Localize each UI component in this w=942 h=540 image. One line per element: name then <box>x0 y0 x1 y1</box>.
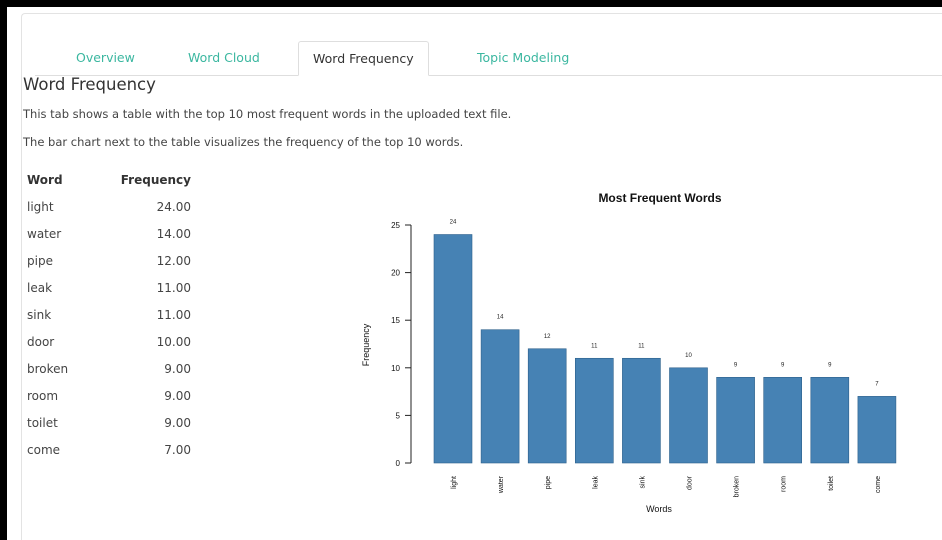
bar-broken <box>716 377 755 464</box>
window-frame: Overview Word Cloud Word Frequency Topic… <box>7 7 942 540</box>
frequency-table: Word Frequency light 24.00 water 14.00 pip… <box>27 167 191 463</box>
y-tick-label: 0 <box>396 459 401 468</box>
data-label-room: 9 <box>781 362 785 368</box>
table-row: broken 9.00 <box>27 355 191 382</box>
column-header-word: Word <box>27 173 63 187</box>
column-header-frequency: Frequency <box>120 173 191 187</box>
table-row: light 24.00 <box>27 193 191 220</box>
table-row: toilet 9.00 <box>27 409 191 436</box>
word-cell: room <box>27 388 59 403</box>
word-cell: toilet <box>27 415 58 430</box>
frequency-cell: 9.00 <box>164 388 191 403</box>
data-label-water: 14 <box>497 315 504 321</box>
table-header-row: Word Frequency <box>27 167 191 193</box>
bar-toilet <box>810 377 850 464</box>
word-cell: door <box>27 334 55 349</box>
frequency-cell: 11.00 <box>156 307 191 322</box>
data-label-broken: 9 <box>734 362 738 368</box>
data-label-leak: 11 <box>591 343 598 349</box>
x-axis-label: Words <box>646 504 672 514</box>
frequency-cell: 9.00 <box>164 361 191 376</box>
chart-marks-layer: 0 5 10 15 20 25 24 light 14 water 12 pipe 11 leak 11 si… <box>391 220 897 498</box>
frequency-cell: 11.00 <box>156 280 191 295</box>
data-label-pipe: 12 <box>544 334 551 340</box>
x-tick-label-pipe: pipe <box>545 476 552 489</box>
description-line-1: This tab shows a table with the top 10 m… <box>23 107 512 121</box>
x-tick-label-water: water <box>498 475 505 494</box>
word-cell: sink <box>27 307 52 322</box>
y-tick-label: 5 <box>396 411 401 420</box>
bar-door <box>669 367 708 464</box>
frequency-cell: 14.00 <box>156 226 191 241</box>
data-label-come: 7 <box>875 381 879 387</box>
word-cell: leak <box>27 280 53 295</box>
frequency-cell: 9.00 <box>164 415 191 430</box>
x-tick-label-broken: broken <box>734 476 741 498</box>
word-cell: water <box>27 226 62 241</box>
y-tick-label: 25 <box>391 221 400 230</box>
word-cell: pipe <box>27 253 53 268</box>
data-label-light: 24 <box>450 220 457 226</box>
x-tick-label-toilet: toilet <box>828 476 835 491</box>
tab-overview[interactable]: Overview <box>76 50 135 65</box>
tab-topic-modeling[interactable]: Topic Modeling <box>477 50 570 65</box>
y-tick-label: 20 <box>391 269 400 278</box>
chart-title: Most Frequent Words <box>598 191 721 205</box>
word-cell: light <box>27 199 54 214</box>
x-tick-label-room: room <box>781 476 788 492</box>
data-label-door: 10 <box>685 353 692 359</box>
table-row: door 10.00 <box>27 328 191 355</box>
page-title: Word Frequency <box>23 75 156 94</box>
table-row: water 14.00 <box>27 220 191 247</box>
bar-sink <box>622 357 661 464</box>
table-row: pipe 12.00 <box>27 247 191 274</box>
data-label-toilet: 9 <box>828 362 832 368</box>
table-row: leak 11.00 <box>27 274 191 301</box>
description-line-2: The bar chart next to the table visualiz… <box>23 135 464 149</box>
bar-pipe <box>527 348 567 464</box>
tab-bar: Overview Word Cloud Word Frequency Topic… <box>35 41 942 76</box>
tab-word-frequency[interactable]: Word Frequency <box>298 41 429 76</box>
x-tick-label-sink: sink <box>639 476 646 489</box>
bar-water <box>480 329 520 464</box>
table-row: sink 11.00 <box>27 301 191 328</box>
bar-light <box>433 234 473 464</box>
data-label-sink: 11 <box>638 343 645 349</box>
x-tick-label-come: come <box>875 476 882 493</box>
word-cell: come <box>27 442 61 457</box>
frequency-cell: 12.00 <box>156 253 191 268</box>
frequency-cell: 10.00 <box>156 334 191 349</box>
bar-leak <box>574 357 614 464</box>
y-axis-label: Frequency <box>361 323 371 366</box>
frequency-cell: 24.00 <box>156 199 191 214</box>
bar-come <box>857 396 897 464</box>
x-tick-label-leak: leak <box>592 476 599 489</box>
table-row: room 9.00 <box>27 382 191 409</box>
tab-word-cloud[interactable]: Word Cloud <box>188 50 260 65</box>
y-tick-label: 15 <box>391 316 400 325</box>
frequency-cell: 7.00 <box>164 442 191 457</box>
y-tick-label: 10 <box>391 364 400 373</box>
x-tick-label-door: door <box>687 475 694 490</box>
table-row: come 7.00 <box>27 436 191 463</box>
x-tick-label-light: light <box>451 476 458 489</box>
bar-room <box>763 377 803 464</box>
word-cell: broken <box>27 361 69 376</box>
